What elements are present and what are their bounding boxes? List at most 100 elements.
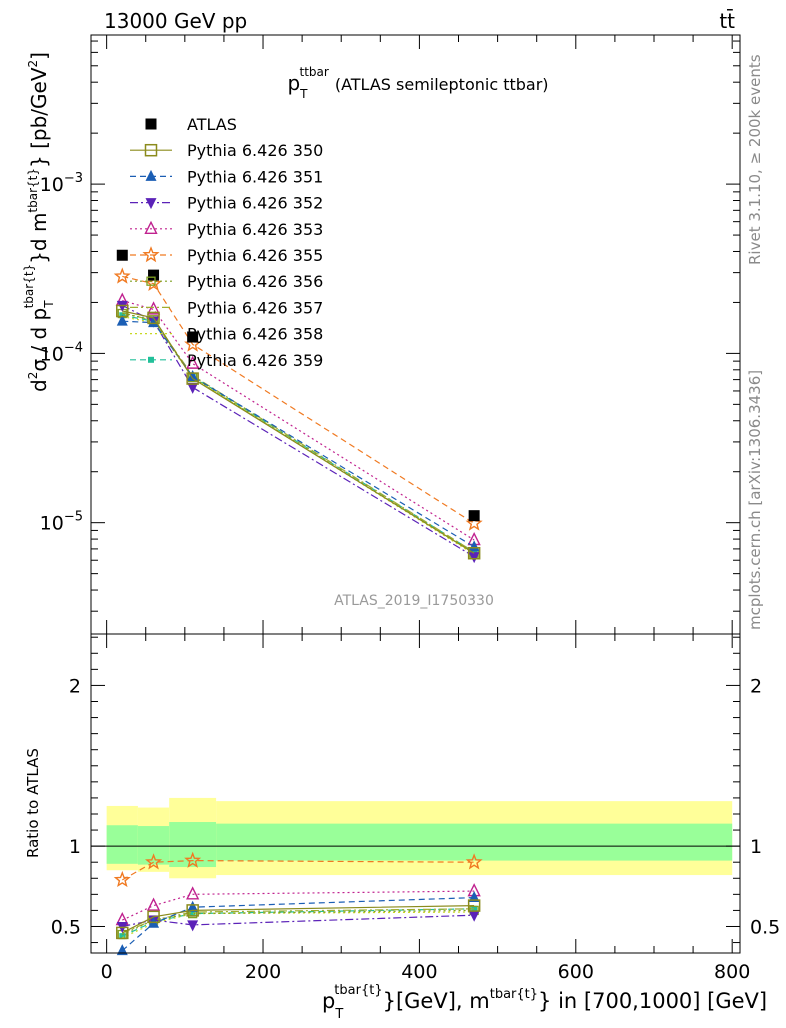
main-point-351-1 <box>148 316 160 328</box>
ratio-ytick-label-right-2: 2 <box>750 675 762 697</box>
main-y-axis: 10−510−410−3 <box>40 40 740 612</box>
ratio-xtick-label-2: 400 <box>401 961 437 983</box>
legend-item-355: Pythia 6.426 355 <box>130 246 323 265</box>
main-point-355-1 <box>145 274 163 292</box>
ratio-frame <box>90 633 741 954</box>
main-line-352 <box>122 304 475 558</box>
ratio-point-353-2 <box>186 886 200 900</box>
main-panel: 10−510−410−3 pTttbar(ATLAS semileptonic … <box>22 34 741 635</box>
ratio-line-357 <box>122 908 475 934</box>
ratio-point-350-3 <box>467 899 481 912</box>
ratio-point-350-0 <box>116 926 129 940</box>
legend-label-355: Pythia 6.426 355 <box>187 246 323 265</box>
ratio-point-359-3 <box>471 905 478 912</box>
ratio-ytick-label-left-1: 1 <box>69 836 81 858</box>
legend-label-352: Pythia 6.426 352 <box>187 194 323 213</box>
ratio-point-355-0 <box>113 870 131 888</box>
legend-marker-356 <box>146 276 156 286</box>
legend-marker-352 <box>145 198 157 210</box>
title-main: p <box>287 71 300 95</box>
ratio-xtick-label-0: 0 <box>101 961 113 983</box>
legend-item-353: Pythia 6.426 353 <box>130 220 323 239</box>
main-point-351-0 <box>116 314 128 326</box>
ratio-point-355-1 <box>145 853 163 870</box>
legend-item-358: Pythia 6.426 358 <box>130 325 323 344</box>
main-point-350-3 <box>467 546 481 560</box>
legend-marker-ATLAS <box>145 118 157 130</box>
ratio-point-351-2 <box>187 900 199 912</box>
main-point-353-2 <box>186 355 200 369</box>
main-x-ticks <box>106 35 733 634</box>
ratio-ytick-label-left-0: 0.5 <box>51 916 81 938</box>
legend-marker-351 <box>145 169 157 181</box>
header-right: tt̄ <box>719 8 735 33</box>
legend-label-ATLAS: ATLAS <box>187 115 237 134</box>
ytick-exponent: −4 <box>64 340 83 355</box>
ratio-line-355 <box>122 859 475 881</box>
main-line-351 <box>122 320 475 548</box>
main-point-351-3 <box>468 540 480 552</box>
main-point-ATLAS-1 <box>148 269 160 281</box>
ratio-y-axis: 0.5 0.5 1 1 2 2 <box>51 636 780 944</box>
ratio-xtick-label-1: 200 <box>245 961 281 983</box>
ratio-line-358 <box>122 911 475 939</box>
main-point-350-0 <box>116 304 129 318</box>
main-point-350-2 <box>186 372 199 385</box>
ratio-xtick-label-3: 600 <box>558 961 594 983</box>
ratio-y-label: Ratio to ATLAS <box>24 748 42 858</box>
main-point-ATLAS-3 <box>468 510 480 522</box>
legend-label-353: Pythia 6.426 353 <box>187 220 323 239</box>
ratio-point-350-1 <box>147 910 160 924</box>
ratio-point-353-1 <box>146 897 161 911</box>
legend-label-356: Pythia 6.426 356 <box>187 272 323 291</box>
ratio-point-352-3 <box>468 910 480 922</box>
main-point-359-3 <box>471 549 478 556</box>
legend-label-359: Pythia 6.426 359 <box>187 351 323 370</box>
legend-label-358: Pythia 6.426 358 <box>187 325 323 344</box>
main-ytick-label-1: 10−4 <box>40 340 83 365</box>
legend-item-352: Pythia 6.426 352 <box>130 194 323 213</box>
main-line-350 <box>122 310 475 554</box>
ytick-base: 10 <box>40 513 64 535</box>
ratio-point-352-2 <box>187 920 199 932</box>
ratio-ytick-label-right-1: 1 <box>750 836 762 858</box>
ratio-x-axis: 0 200 400 600 800 <box>101 634 750 983</box>
legend-label-350: Pythia 6.426 350 <box>187 141 323 160</box>
ytick-exponent: −5 <box>64 510 83 525</box>
rivet-note: Rivet 3.1.10, ≥ 200k events <box>746 54 764 265</box>
ratio-point-351-0 <box>116 944 128 956</box>
ratio-line-350 <box>122 905 475 934</box>
x-axis-label: pTtbar{t}}[GeV], mtbar{t}} in [700,1000]… <box>322 983 767 1022</box>
ytick-base: 10 <box>40 343 64 365</box>
ratio-line-352 <box>122 914 475 928</box>
legend-marker-355 <box>142 246 160 263</box>
title-sub: T <box>299 87 308 101</box>
ratio-band-inner-0 <box>106 825 138 864</box>
ratio-point-351-3 <box>468 891 480 903</box>
main-point-353-1 <box>146 301 161 315</box>
legend-item-359: Pythia 6.426 359 <box>130 351 323 370</box>
legend-item-ATLAS: ATLAS <box>145 115 237 134</box>
main-point-350-1 <box>147 311 160 325</box>
ytick-exponent: −3 <box>64 171 83 186</box>
mcplots-note: mcplots.cern.ch [arXiv:1306.3436] <box>746 370 764 630</box>
header-left: 13000 GeV pp <box>104 9 247 33</box>
ratio-panel: 0.5 0.51 12 2 0 200 400 600 800 Ratio to ATLAS … <box>24 633 780 1022</box>
title-sup: ttbar <box>300 65 329 79</box>
main-point-352-0 <box>116 300 128 312</box>
ratio-line-351 <box>121 897 475 952</box>
ratio-line-353 <box>122 890 475 921</box>
legend-marker-350 <box>144 143 158 157</box>
ratio-point-355-3 <box>465 853 483 870</box>
legend: ATLAS Pythia 6.426 350 Pythia 6.426 351 Pyt… <box>130 115 323 370</box>
ratio-point-350-2 <box>186 904 199 917</box>
plot-title: pTttbar (ATLAS semileptonic ttbar) <box>287 65 548 101</box>
main-point-352-3 <box>468 552 480 564</box>
main-y-label: d2σ / d pTtbar{t}}d mtbar{t}} [pb/GeV2] <box>22 52 56 392</box>
legend-item-357: Pythia 6.426 357 <box>130 298 323 317</box>
ratio-ytick-label-right-0: 0.5 <box>750 916 780 938</box>
main-point-ATLAS-0 <box>116 249 128 261</box>
ratio-point-359-0 <box>119 933 126 940</box>
legend-label-351: Pythia 6.426 351 <box>187 167 323 186</box>
legend-item-350: Pythia 6.426 350 <box>130 141 323 160</box>
